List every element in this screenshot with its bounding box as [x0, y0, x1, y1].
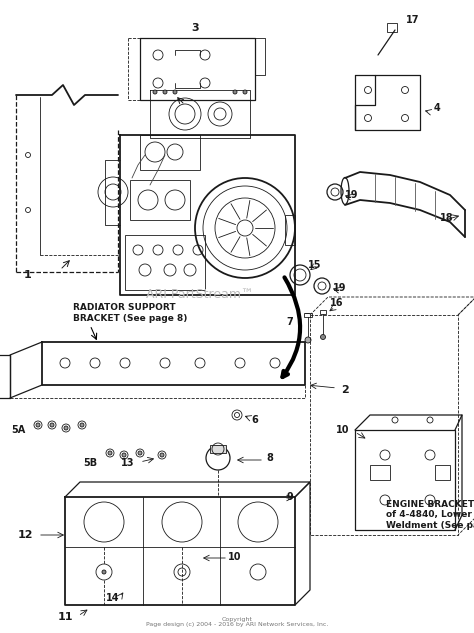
Text: 10: 10 [336, 425, 350, 435]
Text: 19: 19 [345, 190, 359, 200]
Text: 1: 1 [24, 270, 32, 280]
Text: 18: 18 [440, 213, 454, 223]
Text: 19: 19 [333, 283, 347, 293]
Text: 13: 13 [121, 458, 135, 468]
Text: RADIATOR SUPPORT
BRACKET (See page 8): RADIATOR SUPPORT BRACKET (See page 8) [73, 303, 187, 323]
Text: 12: 12 [17, 530, 33, 540]
Circle shape [320, 334, 326, 339]
Circle shape [102, 570, 106, 574]
Text: 11: 11 [57, 612, 73, 622]
Bar [285, 215, 295, 245]
Bar [210, 445, 226, 453]
Text: 15: 15 [308, 260, 322, 270]
Circle shape [153, 90, 157, 94]
Bar [130, 180, 190, 220]
Circle shape [108, 451, 112, 455]
Circle shape [50, 423, 54, 427]
Text: 17: 17 [406, 15, 420, 25]
Bar [304, 313, 312, 317]
Circle shape [160, 453, 164, 457]
Text: 5B: 5B [83, 458, 97, 468]
Text: 5A: 5A [11, 425, 25, 435]
Circle shape [122, 453, 126, 457]
Circle shape [233, 90, 237, 94]
Circle shape [36, 423, 40, 427]
Bar [140, 135, 200, 170]
Circle shape [243, 90, 247, 94]
Text: 7: 7 [287, 317, 293, 327]
Circle shape [138, 451, 142, 455]
Bar [370, 465, 390, 480]
Bar [387, 23, 397, 32]
Text: 2: 2 [341, 385, 349, 395]
Bar [125, 235, 205, 290]
Text: 9: 9 [287, 492, 293, 502]
Text: 4: 4 [434, 103, 440, 113]
Bar [435, 465, 450, 480]
Text: ENGINE BRACKET (Component
of 4-4840, Lower Frame
Weldment (See page 17): ENGINE BRACKET (Component of 4-4840, Low… [386, 500, 474, 530]
Text: 3: 3 [191, 23, 199, 33]
Text: 16: 16 [330, 298, 344, 308]
Text: 10: 10 [228, 552, 242, 562]
Circle shape [64, 426, 68, 430]
Text: 8: 8 [266, 453, 273, 463]
Circle shape [163, 90, 167, 94]
Text: 6: 6 [252, 415, 258, 425]
Bar [320, 310, 326, 314]
Text: ARI PartStream™: ARI PartStream™ [146, 289, 254, 301]
Text: Copyright
Page design (c) 2004 - 2016 by ARI Network Services, Inc.: Copyright Page design (c) 2004 - 2016 by… [146, 617, 328, 627]
Circle shape [80, 423, 84, 427]
Circle shape [173, 90, 177, 94]
Circle shape [305, 337, 311, 343]
Text: 14: 14 [106, 593, 120, 603]
